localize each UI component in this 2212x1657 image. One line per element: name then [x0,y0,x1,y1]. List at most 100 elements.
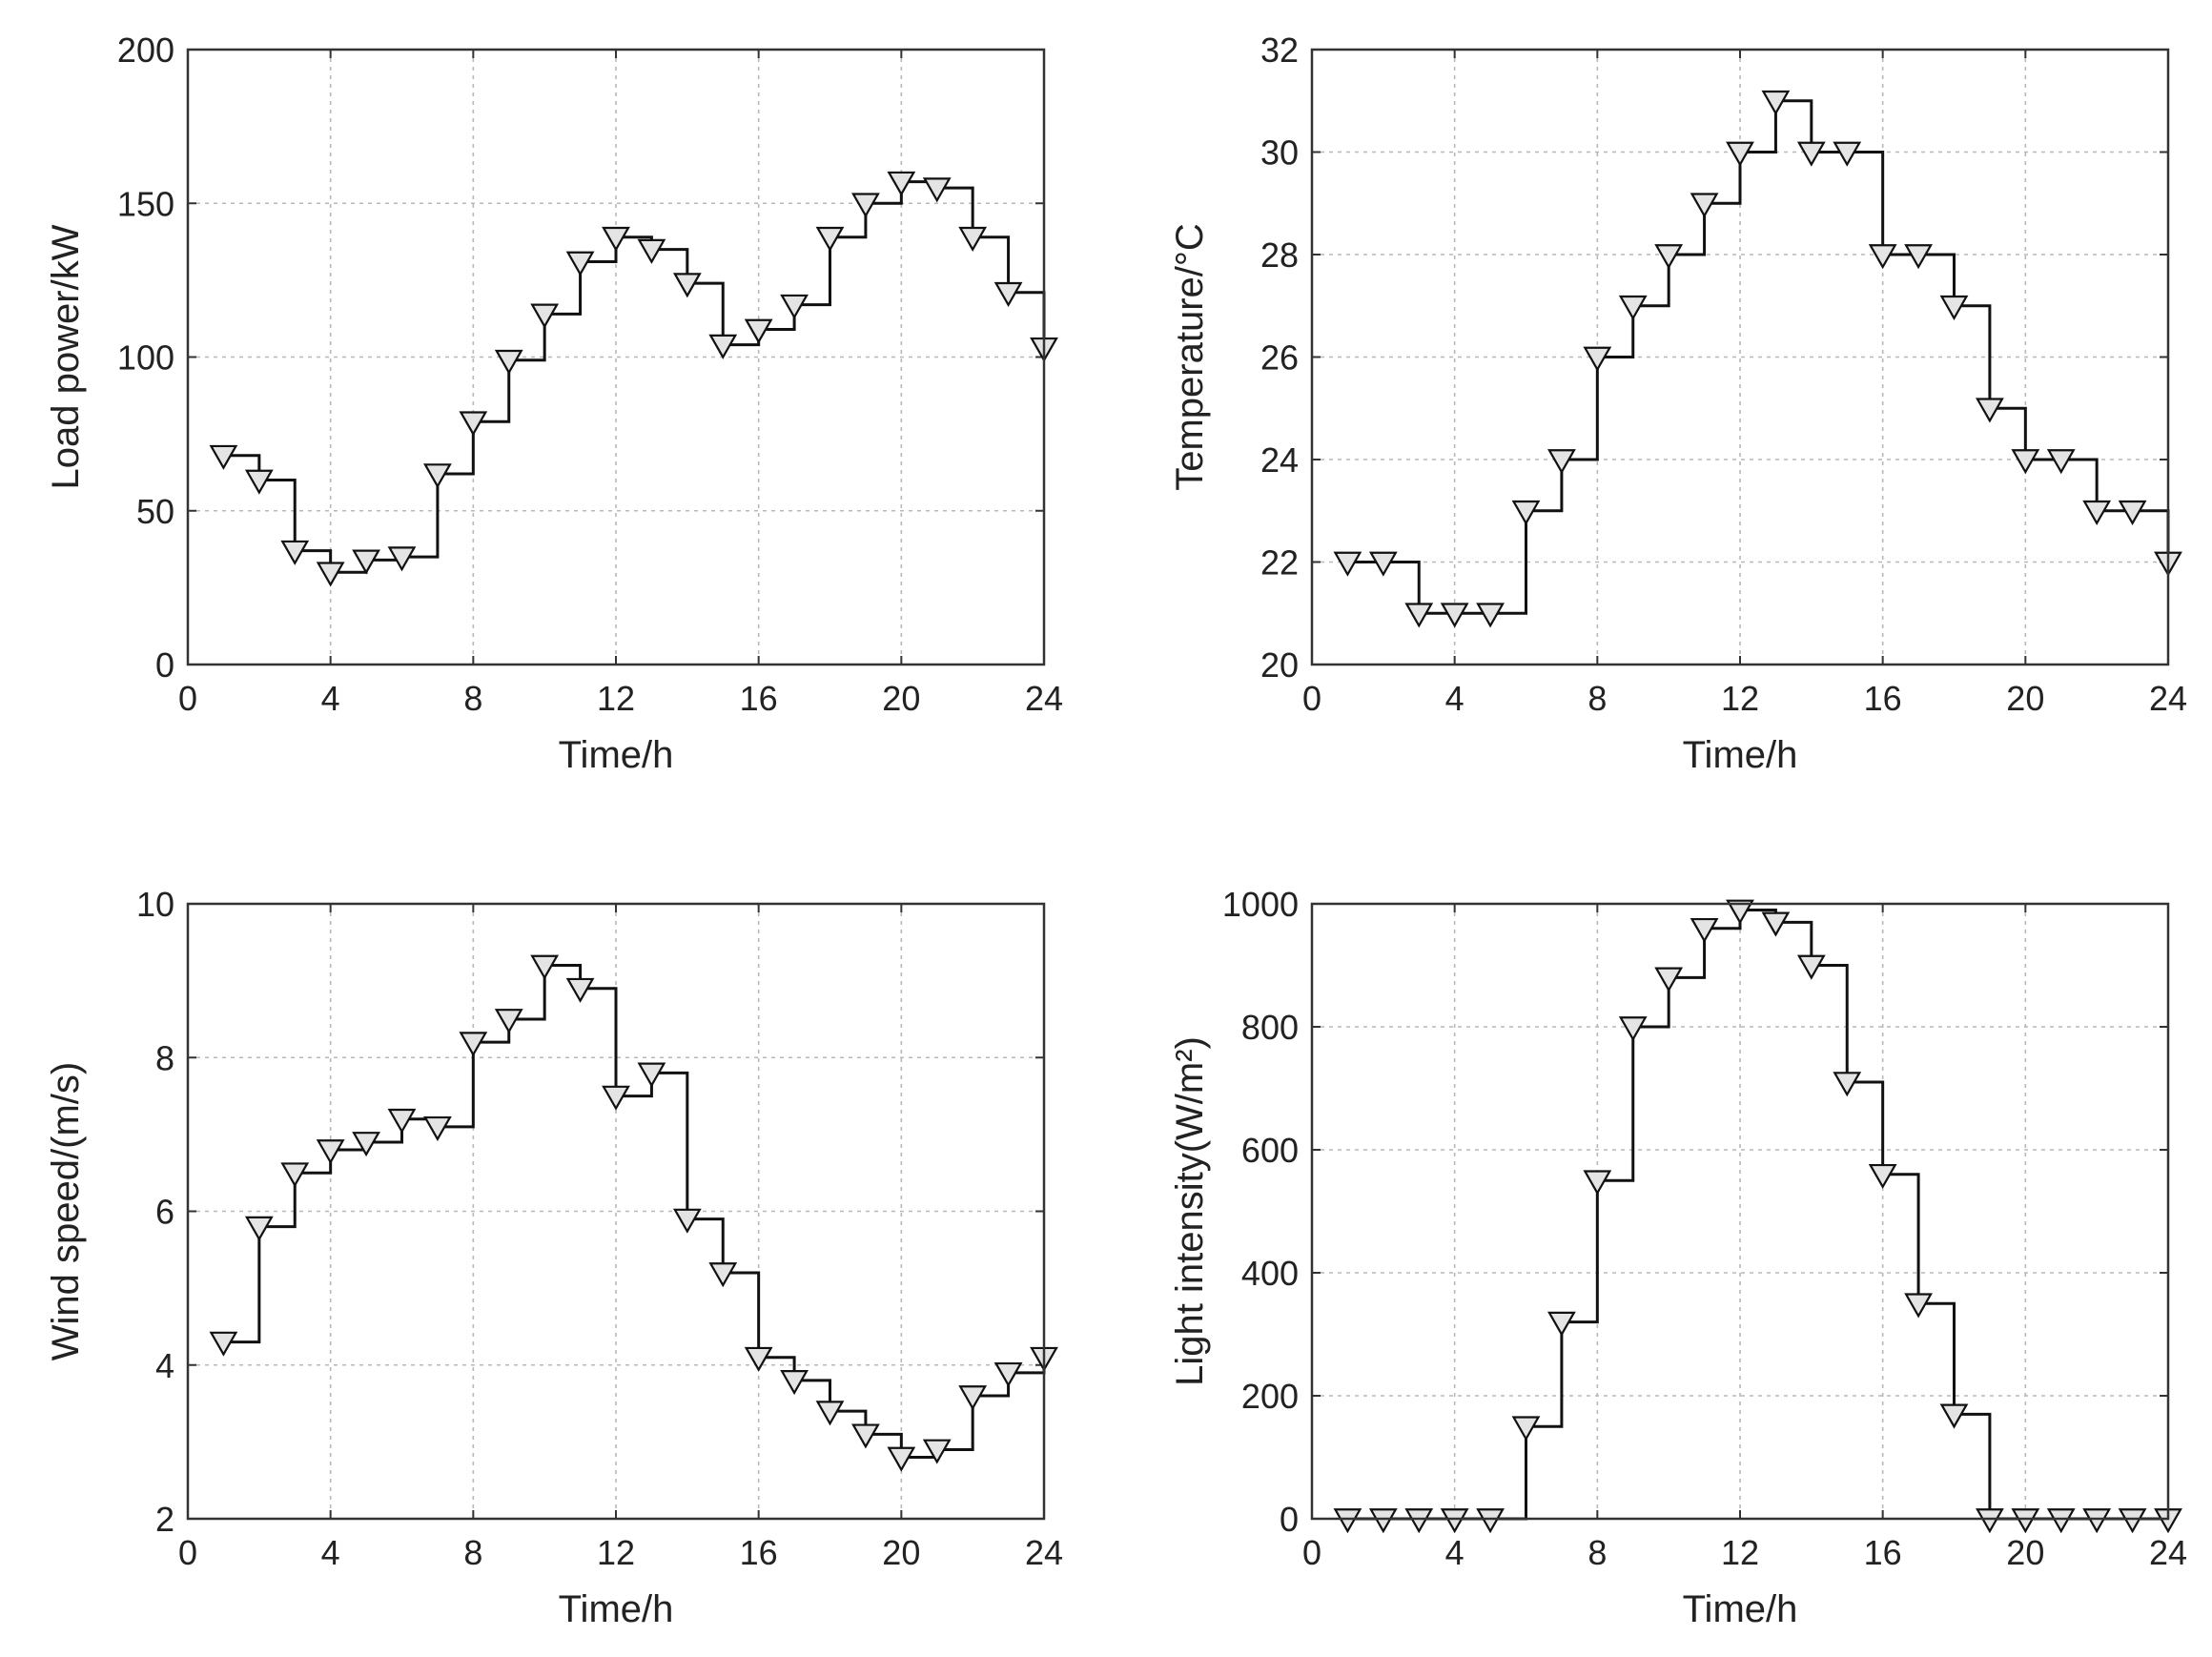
y-tick-label: 1000 [1222,885,1299,924]
y-tick-label: 22 [1260,543,1299,583]
x-tick-label: 24 [2149,679,2187,718]
data-point [1583,1170,1612,1196]
data-point [1976,398,2004,423]
data-point [2118,1508,2147,1534]
data-point [1868,1163,1897,1190]
light-intensity-plot: 0 4 8 12 16 20 24 0 200 400 600 800 1000 Time/h Light … [1169,885,2187,1630]
data-point [1939,1403,1969,1429]
y-tick-label: 50 [136,492,174,531]
y-tick-label: 2 [155,1500,174,1539]
data-point [209,1331,238,1357]
x-tick-label: 16 [1864,1533,1902,1572]
data-point [2082,500,2112,525]
x-tick-label: 0 [178,679,197,718]
x-tick-label: 20 [882,679,920,718]
data-point [387,1108,417,1134]
data-point [352,1132,380,1157]
data-point [1939,295,1969,320]
x-tick-label: 0 [1302,1533,1321,1572]
y-tick-label: 100 [117,338,174,378]
data-point [280,540,310,565]
data-point [1440,1508,1469,1534]
x-tick-label: 8 [463,1533,482,1572]
data-point [1761,911,1791,937]
y-tick-label: 10 [136,885,174,924]
data-point [530,303,560,329]
y-tick-label: 26 [1260,338,1299,378]
data-point [1547,1311,1576,1337]
data-point [1547,449,1576,475]
x-tick-label: 20 [882,1533,920,1572]
data-point [209,444,238,470]
data-point [1368,1508,1398,1534]
data-point [637,238,666,264]
x-tick-label: 8 [463,679,482,718]
data-point [851,1423,880,1449]
x-tick-label: 12 [1721,679,1759,718]
data-point [744,1346,773,1372]
data-point [602,1085,630,1111]
data-point [423,463,452,489]
plot-frame [186,902,1046,1521]
y-tick-label: 32 [1260,31,1299,70]
data-point [1368,551,1398,577]
data-point [780,1370,809,1396]
data-point [1476,603,1505,628]
data-point [1690,917,1719,944]
x-tick-label: 4 [321,679,340,718]
x-tick-label: 4 [321,1533,340,1572]
data-point [244,469,274,495]
data-point [1333,551,1362,577]
data-point [672,1208,702,1234]
series-line [1347,99,2170,615]
data-point [2118,500,2147,525]
data-point [922,1439,952,1464]
data-point [1904,1293,1933,1319]
data-point [1333,1508,1362,1534]
x-tick-label: 4 [1445,679,1464,718]
y-tick-label: 600 [1241,1131,1299,1170]
data-point [1511,1416,1541,1442]
data-point [316,1139,345,1165]
y-tick-label: 20 [1260,645,1299,685]
data-point [459,1032,488,1057]
x-tick-label: 24 [1025,679,1063,718]
data-point [1833,1072,1862,1097]
x-axis-label: Time/h [1683,734,1798,776]
data-point [280,1162,310,1188]
x-tick-label: 20 [2006,679,2044,718]
data-point [993,281,1023,307]
data-point [316,562,345,587]
x-tick-label: 4 [1445,1533,1464,1572]
y-tick-label: 6 [155,1193,174,1232]
data-point [244,1216,274,1241]
y-tick-label: 24 [1260,440,1299,480]
data-point [1833,141,1862,167]
data-point [494,349,523,375]
x-axis-label: Time/h [559,734,674,776]
data-point [1440,603,1469,628]
x-tick-label: 16 [1864,679,1902,718]
data-point [993,1361,1023,1388]
data-point [2046,1508,2076,1534]
data-point [1654,244,1684,270]
data-point [387,546,417,572]
data-point [1726,141,1754,167]
load-power-plot: 0 4 8 12 16 20 24 0 50 100 150 200 Time/h Load power/… [45,31,1063,776]
plot-area [188,50,1044,665]
data-point [1796,141,1826,167]
x-tick-label: 24 [2149,1533,2187,1572]
data-point [602,226,630,252]
data-point [958,226,988,252]
y-tick-label: 150 [117,184,174,223]
plot-frame [1310,48,2170,666]
x-tick-label: 8 [1587,1533,1607,1572]
data-point [1868,244,1897,270]
x-tick-label: 20 [2006,1533,2044,1572]
data-point [815,1401,845,1426]
data-point [2046,449,2076,475]
x-tick-label: 0 [1302,679,1321,718]
data-point [565,251,595,276]
x-tick-label: 12 [597,679,635,718]
